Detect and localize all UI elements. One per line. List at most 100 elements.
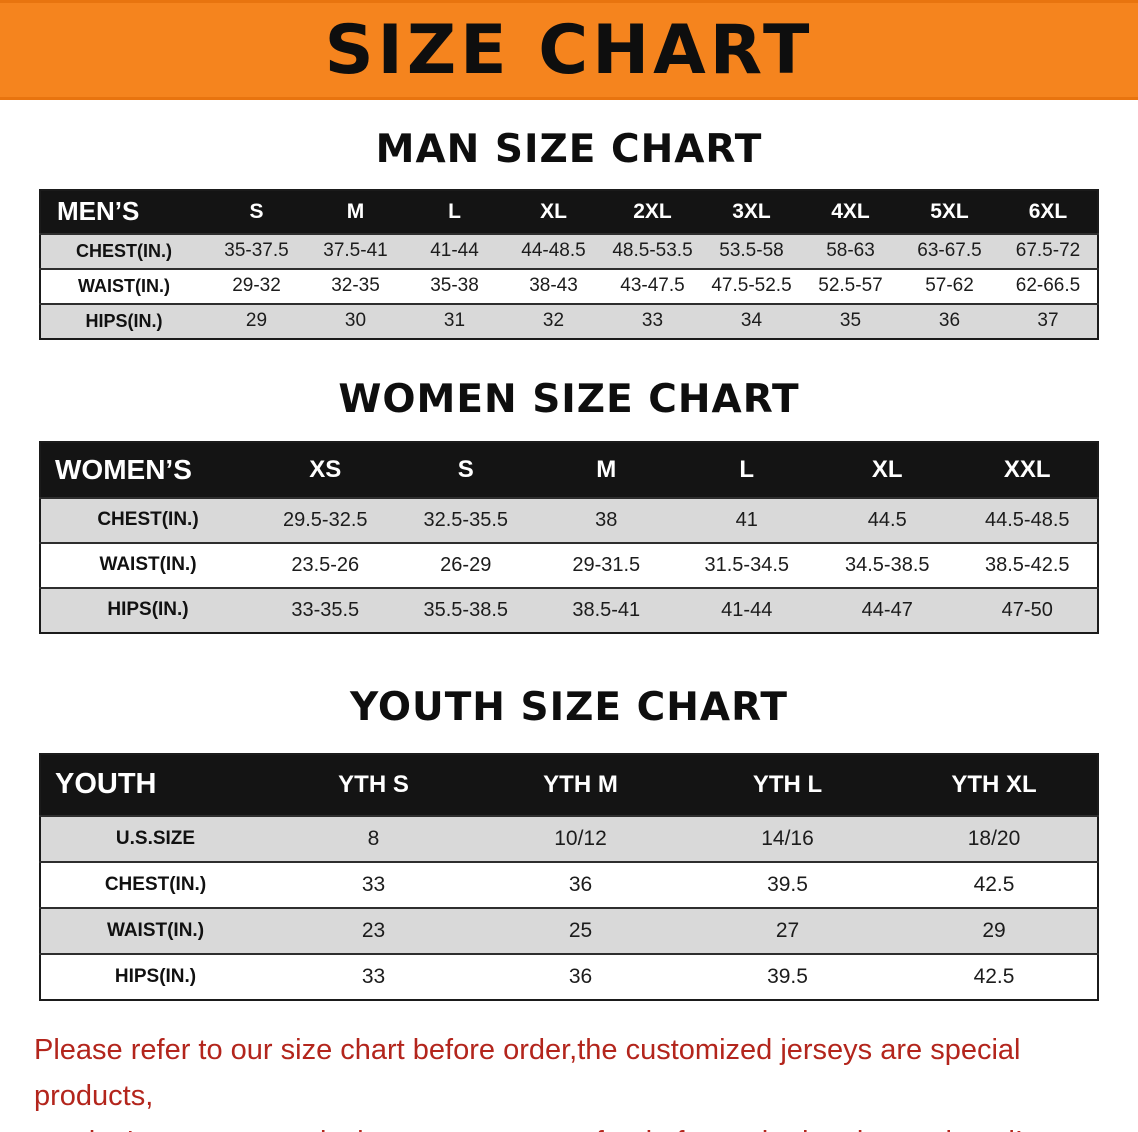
size-header-cell: YTH XL xyxy=(891,753,1098,816)
value-cell: 42.5 xyxy=(973,872,1015,896)
youth-size-table: YOUTH YTH S YTH M YTH L YTH XL U.S.SIZE 8 10/12… xyxy=(39,752,1099,1001)
value-cell: 32 xyxy=(542,310,565,332)
value-cell: 25 xyxy=(568,918,593,942)
table-row: U.S.SIZE 8 10/12 14/16 18/20 xyxy=(40,815,1098,862)
value-cell: 41 xyxy=(735,508,758,531)
value-cell: 35-38 xyxy=(430,275,479,297)
value-cell: 33 xyxy=(361,872,386,896)
value-cell: 37.5-41 xyxy=(323,240,388,262)
value-cell: 39.5 xyxy=(767,872,808,896)
value-cell: 36 xyxy=(568,964,593,988)
value-cell: 47.5-52.5 xyxy=(711,275,792,297)
value-cell: 10/12 xyxy=(554,826,607,850)
value-cell: 47-50 xyxy=(1001,598,1053,621)
notice-line-1: Please refer to our size chart before or… xyxy=(34,1033,1021,1112)
value-cell: 35 xyxy=(839,310,862,332)
value-cell: 35-37.5 xyxy=(224,240,289,262)
row-label-cell: CHEST(IN.) xyxy=(76,240,172,261)
row-label-cell: HIPS(IN.) xyxy=(85,310,163,331)
value-cell: 29-32 xyxy=(232,275,281,297)
table-row: CHEST(IN.) 29.5-32.5 32.5-35.5 38 41 44.5 44.5… xyxy=(40,497,1098,543)
value-cell: 36 xyxy=(568,872,593,896)
value-cell: 29 xyxy=(982,918,1006,942)
size-header-cell: L xyxy=(676,441,817,498)
size-header-cell: 3XL xyxy=(702,189,801,234)
size-header-cell: YTH L xyxy=(684,753,891,816)
value-cell: 18/20 xyxy=(967,826,1021,850)
value-cell: 52.5-57 xyxy=(818,275,883,297)
header-row: YOUTH YTH S YTH M YTH L YTH XL xyxy=(40,753,1098,816)
value-cell: 67.5-72 xyxy=(1015,240,1081,262)
value-cell: 29-31.5 xyxy=(572,553,641,576)
value-cell: 58-63 xyxy=(826,240,875,262)
row-label-cell: U.S.SIZE xyxy=(115,827,196,849)
value-cell: 44-47 xyxy=(861,598,913,621)
value-cell: 32-35 xyxy=(331,275,380,297)
size-header-cell: YTH M xyxy=(477,753,684,816)
value-cell: 33 xyxy=(641,310,664,332)
value-cell: 34 xyxy=(740,310,763,332)
table-row: CHEST(IN.) 35-37.5 37.5-41 41-44 44-48.5 48.5… xyxy=(40,233,1098,269)
value-cell: 37 xyxy=(1037,310,1059,332)
table-title-cell: WOMEN’S xyxy=(40,441,255,498)
women-table-wrap: WOMEN’S XS S M L XL XXL CHEST(IN.) 29.5-32.5 32.5… xyxy=(39,440,1099,634)
value-cell: 53.5-58 xyxy=(719,240,784,262)
youth-section-heading: YOUTH SIZE CHART xyxy=(350,684,788,730)
size-header-cell: 6XL xyxy=(999,189,1098,234)
value-cell: 42.5 xyxy=(973,964,1015,988)
row-label-cell: HIPS(IN.) xyxy=(114,965,197,987)
size-header-cell: YTH S xyxy=(270,753,477,816)
table-row: WAIST(IN.) 23 25 27 29 xyxy=(40,907,1098,954)
size-header-cell: 2XL xyxy=(603,189,702,234)
value-cell: 23.5-26 xyxy=(291,553,360,576)
value-cell: 63-67.5 xyxy=(917,240,982,262)
value-cell: 38 xyxy=(595,508,618,531)
row-label-cell: CHEST(IN.) xyxy=(97,509,199,531)
value-cell: 32.5-35.5 xyxy=(423,508,508,531)
value-cell: 26-29 xyxy=(440,553,492,576)
value-cell: 29.5-32.5 xyxy=(282,508,368,531)
row-label-cell: WAIST(IN.) xyxy=(106,919,205,941)
table-row: WAIST(IN.) 23.5-26 26-29 29-31.5 31.5-34.5 34… xyxy=(40,542,1098,588)
row-label-cell: WAIST(IN.) xyxy=(99,554,197,576)
size-chart-sections: MAN SIZE CHART MEN’S S M L XL 2XL 3XL 4XL 5XL 6XL C… xyxy=(0,127,1138,1001)
value-cell: 38.5-42.5 xyxy=(984,553,1070,576)
women-size-table: WOMEN’S XS S M L XL XXL CHEST(IN.) 29.5-32.5 32.5… xyxy=(39,440,1099,634)
value-cell: 31.5-34.5 xyxy=(704,553,789,576)
value-cell: 23 xyxy=(361,918,386,942)
table-row: HIPS(IN.) 29 30 31 32 33 34 35 36 37 xyxy=(40,303,1098,339)
footer-notice: Please refer to our size chart before or… xyxy=(0,1001,1138,1132)
youth-table-wrap: YOUTH YTH S YTH M YTH L YTH XL U.S.SIZE 8 10/12… xyxy=(39,752,1099,1001)
notice-line-2: we don't accept cancel, change, teturn o… xyxy=(34,1119,1108,1132)
value-cell: 44.5-48.5 xyxy=(984,508,1070,531)
value-cell: 30 xyxy=(344,310,367,332)
size-header-cell: XXL xyxy=(957,441,1098,498)
man-section-heading: MAN SIZE CHART xyxy=(375,127,763,172)
size-header-cell: S xyxy=(395,441,536,498)
size-header-cell: S xyxy=(207,189,306,234)
value-cell: 48.5-53.5 xyxy=(612,240,693,262)
value-cell: 35.5-38.5 xyxy=(423,598,508,621)
size-header-cell: 4XL xyxy=(801,189,900,234)
value-cell: 8 xyxy=(367,826,380,850)
table-row: WAIST(IN.) 29-32 32-35 35-38 38-43 43-47.5 47.… xyxy=(40,268,1098,304)
value-cell: 38-43 xyxy=(529,275,578,297)
banner: SIZE CHART xyxy=(0,0,1138,100)
page-title: SIZE CHART xyxy=(324,10,814,90)
value-cell: 31 xyxy=(443,310,466,332)
size-header-cell: M xyxy=(306,189,405,234)
header-row: WOMEN’S XS S M L XL XXL xyxy=(40,441,1098,498)
header-row: MEN’S S M L XL 2XL 3XL 4XL 5XL 6XL xyxy=(40,189,1098,234)
value-cell: 39.5 xyxy=(767,964,808,988)
size-header-cell: XS xyxy=(255,441,396,498)
value-cell: 57-62 xyxy=(925,275,974,297)
size-header-cell: L xyxy=(405,189,504,234)
size-header-cell: XL xyxy=(504,189,603,234)
value-cell: 36 xyxy=(938,310,961,332)
man-table-wrap: MEN’S S M L XL 2XL 3XL 4XL 5XL 6XL CHEST(IN.) 35-37… xyxy=(39,188,1099,340)
table-title-cell: YOUTH xyxy=(40,753,270,816)
value-cell: 29 xyxy=(245,310,268,332)
table-row: HIPS(IN.) 33-35.5 35.5-38.5 38.5-41 41-44 44-… xyxy=(40,587,1098,633)
size-header-cell: XL xyxy=(817,441,958,498)
